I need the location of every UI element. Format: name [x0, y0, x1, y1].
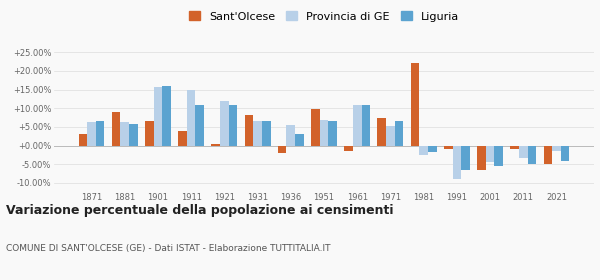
Bar — [253, 121, 262, 146]
Bar — [362, 105, 370, 146]
Bar — [220, 101, 229, 146]
Bar — [486, 146, 494, 162]
Bar — [444, 146, 452, 149]
Bar — [461, 146, 470, 170]
Bar — [145, 121, 154, 146]
Bar — [96, 121, 104, 146]
Bar — [262, 121, 271, 146]
Bar — [278, 146, 286, 153]
Bar — [428, 146, 437, 152]
Bar — [178, 131, 187, 146]
Bar — [121, 122, 129, 146]
Bar — [320, 120, 328, 146]
Bar — [561, 146, 569, 160]
Bar — [245, 115, 253, 146]
Bar — [395, 121, 403, 146]
Bar — [129, 124, 137, 146]
Bar — [386, 126, 395, 146]
Bar — [519, 146, 527, 158]
Bar — [87, 122, 96, 146]
Bar — [154, 87, 162, 146]
Bar — [477, 146, 486, 170]
Bar — [377, 118, 386, 146]
Bar — [511, 146, 519, 149]
Bar — [452, 146, 461, 179]
Bar — [187, 90, 196, 146]
Bar — [196, 104, 204, 146]
Bar — [552, 146, 561, 151]
Bar — [211, 144, 220, 146]
Bar — [494, 146, 503, 166]
Bar — [328, 121, 337, 146]
Bar — [410, 64, 419, 146]
Bar — [353, 105, 362, 146]
Bar — [311, 109, 320, 146]
Bar — [162, 86, 171, 146]
Legend: Sant'Olcese, Provincia di GE, Liguria: Sant'Olcese, Provincia di GE, Liguria — [189, 11, 459, 22]
Bar — [79, 134, 87, 146]
Bar — [344, 146, 353, 151]
Text: Variazione percentuale della popolazione ai censimenti: Variazione percentuale della popolazione… — [6, 204, 394, 217]
Bar — [544, 146, 552, 164]
Bar — [295, 134, 304, 146]
Bar — [112, 112, 121, 146]
Bar — [419, 146, 428, 155]
Text: COMUNE DI SANT'OLCESE (GE) - Dati ISTAT - Elaborazione TUTTITALIA.IT: COMUNE DI SANT'OLCESE (GE) - Dati ISTAT … — [6, 244, 331, 253]
Bar — [286, 125, 295, 146]
Bar — [527, 146, 536, 164]
Bar — [229, 105, 238, 146]
